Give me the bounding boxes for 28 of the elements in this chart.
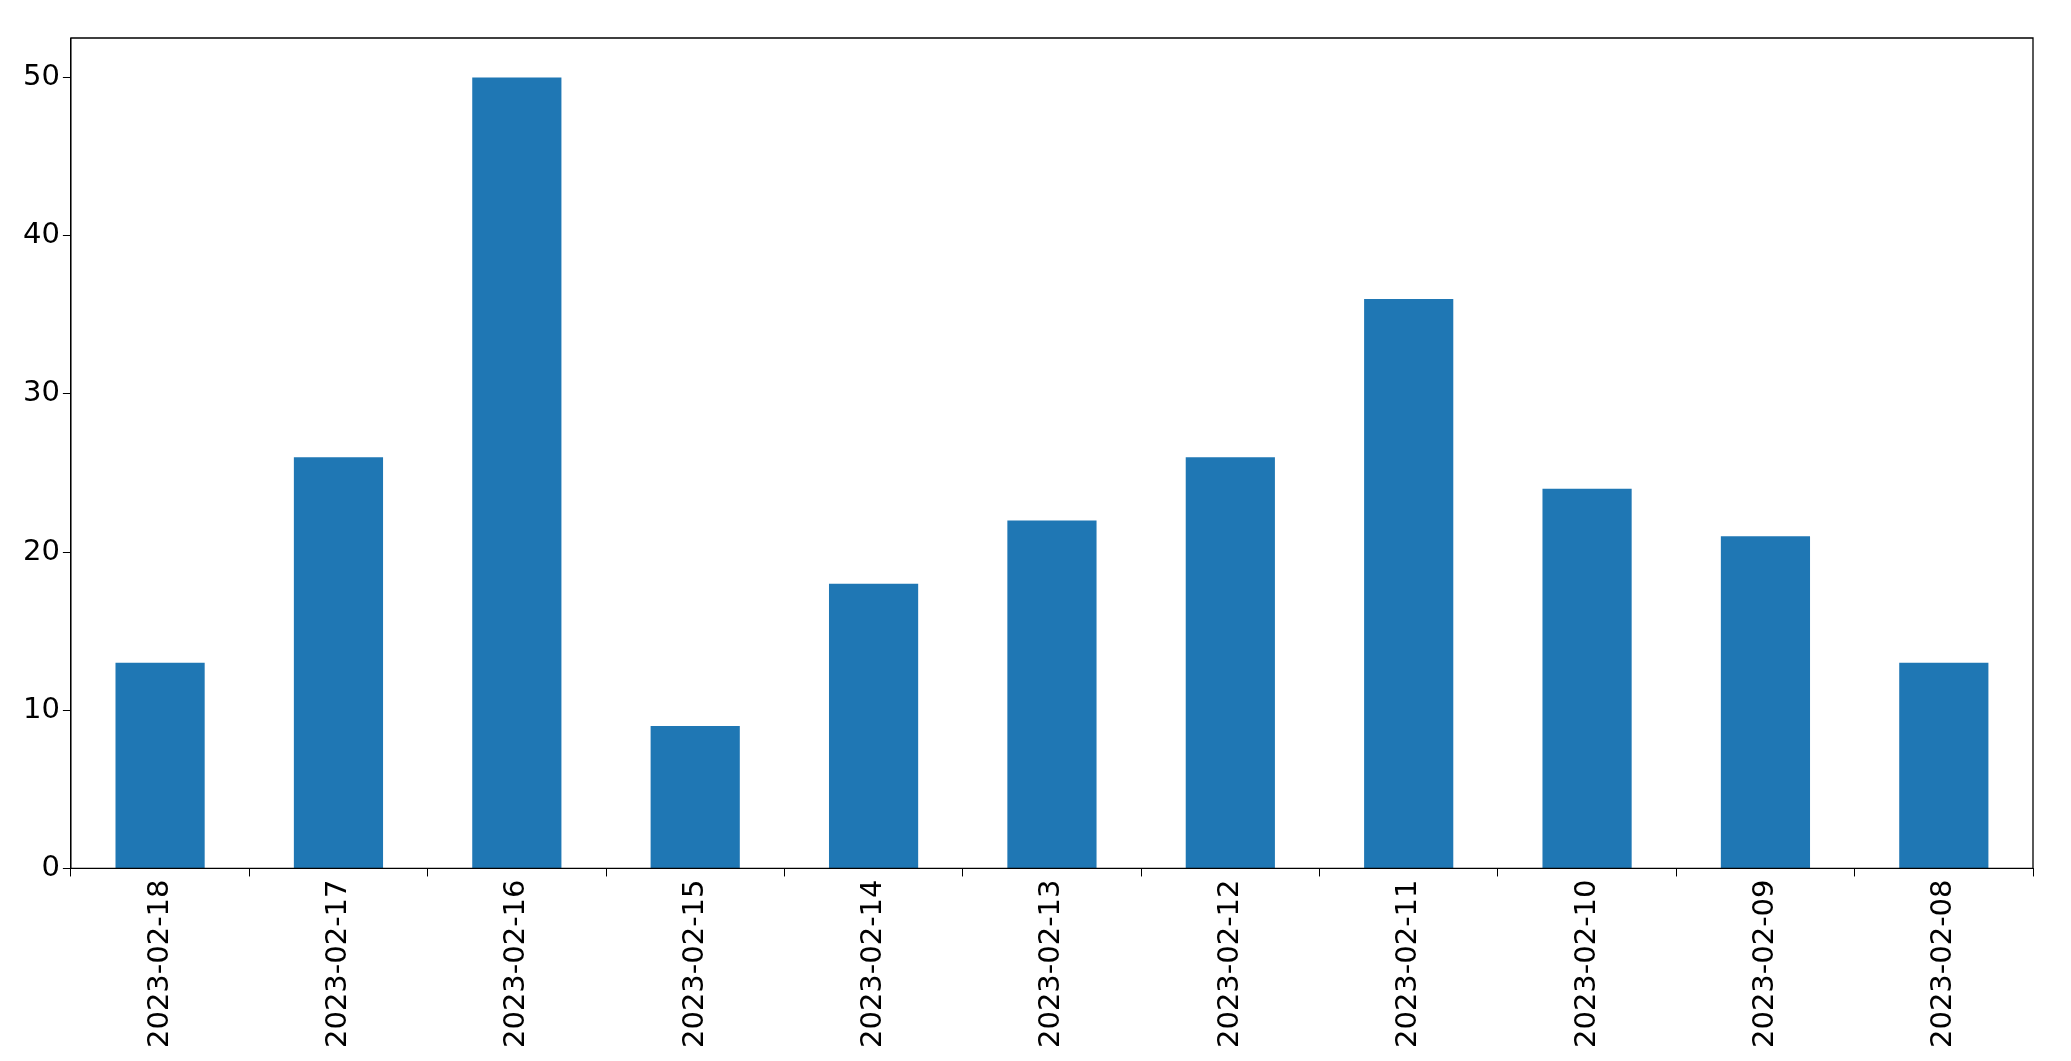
x-tick-label: 2023-02-16	[497, 879, 532, 1049]
bar	[1542, 488, 1632, 868]
x-tick-label: 2023-02-09	[1745, 879, 1780, 1049]
bar	[1899, 662, 1989, 868]
y-tick-label: 40	[23, 216, 60, 251]
x-tick-label: 2023-02-11	[1389, 879, 1424, 1049]
bar	[1185, 457, 1275, 868]
x-tick-label: 2023-02-08	[1924, 879, 1959, 1049]
y-tick-label: 30	[23, 374, 60, 409]
bar	[1364, 299, 1454, 868]
bar	[472, 77, 562, 868]
x-tick-label: 2023-02-18	[140, 879, 175, 1049]
x-tick-label: 2023-02-10	[1567, 879, 1602, 1049]
bar	[650, 726, 740, 868]
bar	[828, 583, 919, 868]
x-tick-label: 2023-02-13	[1032, 879, 1067, 1049]
x-tick-label: 2023-02-14	[854, 879, 889, 1049]
x-tick-label: 2023-02-12	[1210, 879, 1245, 1049]
y-tick-label: 50	[23, 58, 60, 93]
y-tick-label: 0	[41, 849, 60, 883]
bar	[293, 457, 384, 868]
y-tick-label: 10	[23, 690, 60, 725]
bar	[1007, 520, 1097, 868]
y-tick-label: 20	[23, 532, 60, 567]
x-tick-label: 2023-02-17	[318, 879, 353, 1049]
bar	[1720, 536, 1811, 868]
bar	[115, 662, 205, 868]
x-tick-label: 2023-02-15	[675, 879, 710, 1049]
